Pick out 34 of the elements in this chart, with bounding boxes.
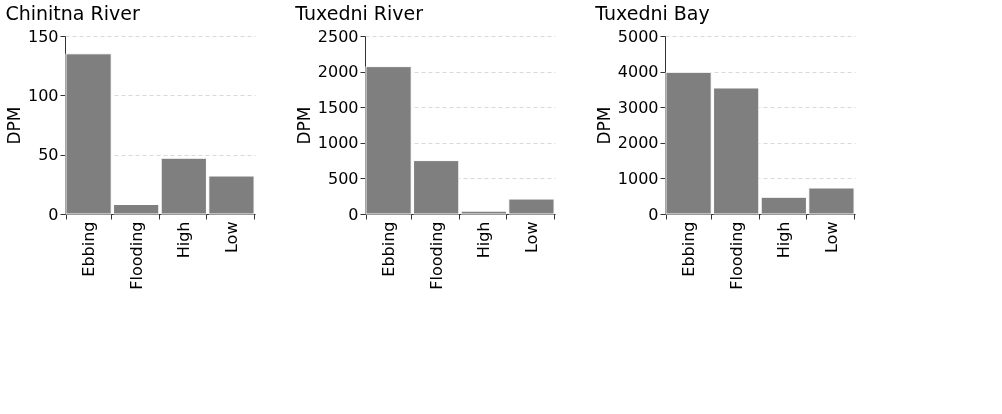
x-tick-label: Flooding xyxy=(426,221,446,290)
y-tick-label: 500 xyxy=(327,168,359,188)
x-tick-label: High xyxy=(774,221,794,259)
x-tick-label: Low xyxy=(821,221,841,254)
y-tick-label: 2500 xyxy=(317,26,359,46)
x-tick-label: Flooding xyxy=(726,221,746,290)
y-tick-label: 1000 xyxy=(617,168,659,188)
y-tick-label: 50 xyxy=(38,145,59,165)
chart-title: Tuxedni Bay xyxy=(594,2,710,24)
y-axis-title: DPM xyxy=(293,106,314,145)
x-tick-label: Ebbing xyxy=(679,221,699,277)
chart-title: Tuxedni River xyxy=(294,2,424,24)
y-tick-label: 0 xyxy=(348,204,359,224)
y-tick-label: 150 xyxy=(27,26,59,46)
x-tick-label: High xyxy=(474,221,494,259)
y-tick-label: 1500 xyxy=(317,97,359,117)
y-tick-label: 5000 xyxy=(617,26,659,46)
x-tick-label: High xyxy=(174,221,194,259)
y-axis-title: DPM xyxy=(593,106,614,145)
y-tick-label: 0 xyxy=(648,204,659,224)
y-tick-label: 0 xyxy=(48,204,59,224)
y-tick-label: 4000 xyxy=(617,62,659,82)
x-tick-label: Ebbing xyxy=(379,221,399,277)
x-tick-label: Flooding xyxy=(126,221,146,290)
y-tick-label: 2000 xyxy=(617,133,659,153)
y-tick-label: 2000 xyxy=(317,62,359,82)
y-axis-title: DPM xyxy=(3,106,24,145)
y-tick-label: 3000 xyxy=(617,97,659,117)
x-tick-label: Low xyxy=(521,221,541,254)
x-tick-label: Low xyxy=(221,221,241,254)
chart-title: Chinitna River xyxy=(5,2,140,24)
y-tick-label: 1000 xyxy=(317,133,359,153)
y-tick-label: 100 xyxy=(27,85,59,105)
x-tick-label: Ebbing xyxy=(79,221,99,277)
